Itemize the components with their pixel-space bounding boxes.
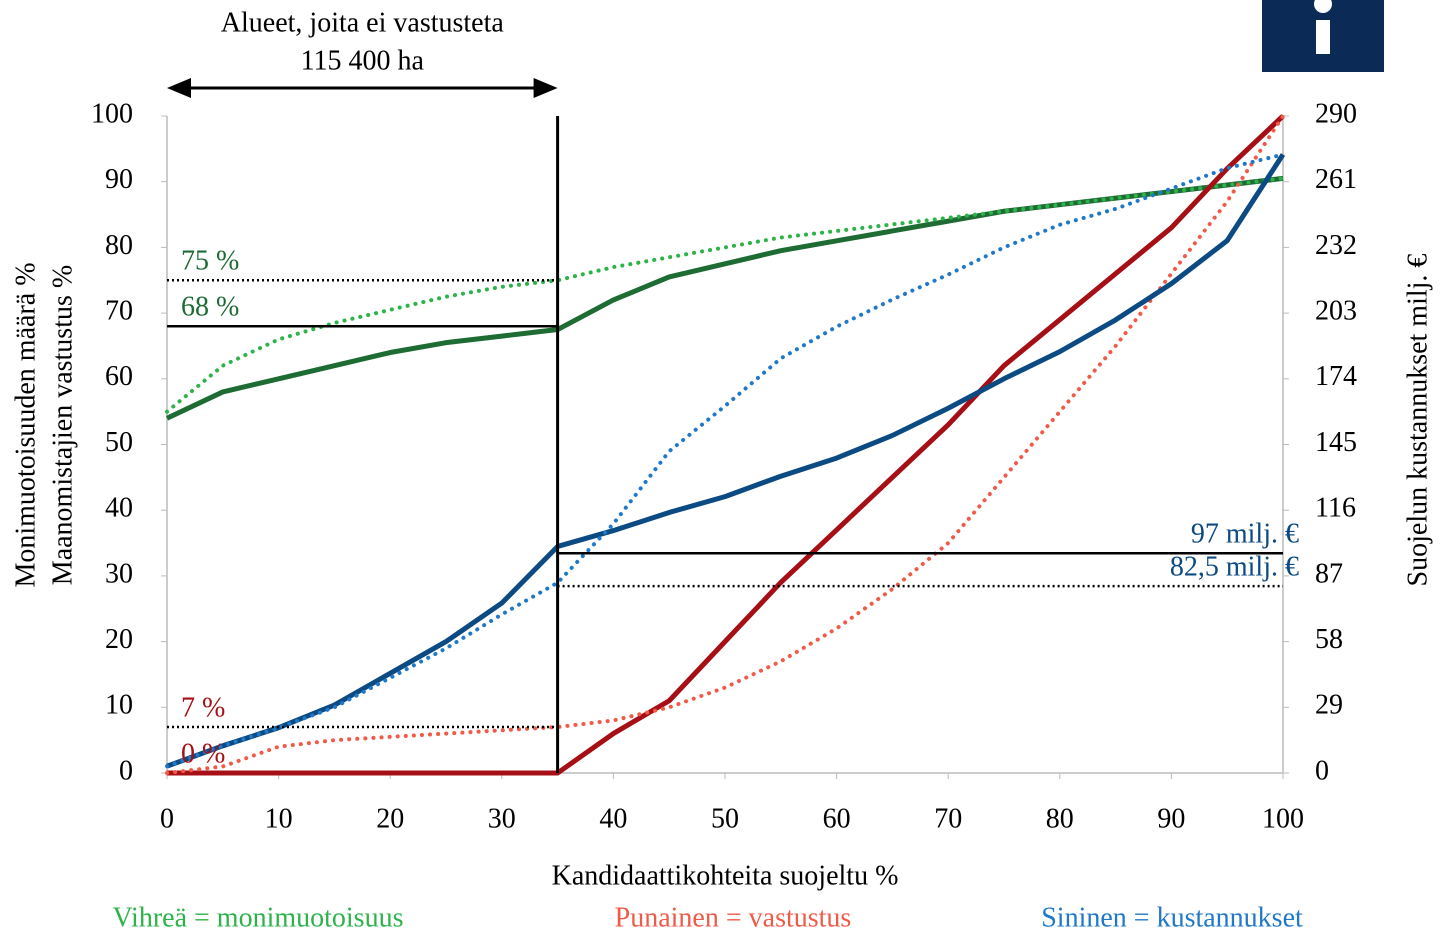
note: Vihreä = monimuotoisuus	[113, 902, 404, 933]
x-tick-label: 40	[599, 803, 627, 834]
y2-tick-label: 145	[1315, 427, 1357, 458]
header-text: 115 400 ha	[301, 45, 425, 76]
x-tick-label: 20	[376, 803, 404, 834]
x-tick-label: 70	[934, 803, 962, 834]
y-tick-label: 30	[105, 558, 133, 589]
arrow-head	[533, 78, 558, 98]
series-line	[165, 176, 1285, 414]
y-tick-label: 90	[105, 164, 133, 195]
y-tick-label: 40	[105, 493, 133, 524]
y2-tick-label: 87	[1315, 558, 1343, 589]
x-tick-label: 100	[1262, 803, 1304, 834]
y-tick-label: 10	[105, 690, 133, 721]
header-text: Alueet, joita ei vastusteta	[221, 7, 505, 38]
x-tick-label: 60	[823, 803, 851, 834]
y-tick-label: 100	[91, 98, 133, 129]
x-tick-label: 30	[488, 803, 516, 834]
reference-label: 97 milj. €	[1191, 519, 1299, 550]
series-line	[167, 114, 1285, 776]
series-line	[165, 175, 1284, 421]
y2-tick-label: 29	[1315, 690, 1343, 721]
reference-label: 68 %	[181, 292, 239, 323]
arrow-head	[167, 78, 191, 98]
y-axis-title: Monimuotoisuuden määrä %	[10, 262, 41, 587]
y-tick-label: 60	[105, 361, 133, 392]
series-line	[166, 153, 1286, 769]
reference-label: 82,5 milj. €	[1170, 552, 1299, 583]
reference-label: 75 %	[181, 246, 239, 277]
reference-label: 7 %	[181, 692, 225, 723]
y-axis-title: Maanomistajien vastustus %	[47, 265, 78, 585]
logo-stem	[1316, 20, 1330, 54]
x-tick-label: 50	[711, 803, 739, 834]
x-tick-label: 0	[160, 803, 174, 834]
x-tick-label: 80	[1046, 803, 1074, 834]
logo-dot	[1314, 0, 1332, 13]
y2-tick-label: 58	[1315, 624, 1343, 655]
y2-tick-label: 232	[1315, 230, 1357, 261]
y2-tick-label: 290	[1315, 98, 1357, 129]
y2-tick-label: 203	[1315, 296, 1357, 327]
y2-tick-label: 174	[1315, 361, 1357, 392]
reference-label: 0 %	[181, 738, 225, 769]
note: Punainen = vastustus	[615, 902, 852, 933]
y-tick-label: 80	[105, 230, 133, 261]
y2-tick-label: 0	[1315, 755, 1329, 786]
x-axis-title: Kandidaattikohteita suojeltu %	[552, 860, 899, 891]
y-tick-label: 20	[105, 624, 133, 655]
x-tick-label: 10	[265, 803, 293, 834]
x-tick-label: 90	[1157, 803, 1185, 834]
note: Sininen = kustannukset	[1041, 902, 1303, 933]
y-tick-label: 0	[119, 755, 133, 786]
y2-axis-title: Suojelun kustannukset milj. €	[1402, 254, 1433, 587]
y2-tick-label: 116	[1315, 493, 1356, 524]
y-tick-label: 70	[105, 296, 133, 327]
y2-tick-label: 261	[1315, 164, 1357, 195]
y-tick-label: 50	[105, 427, 133, 458]
series-line	[165, 114, 1285, 775]
